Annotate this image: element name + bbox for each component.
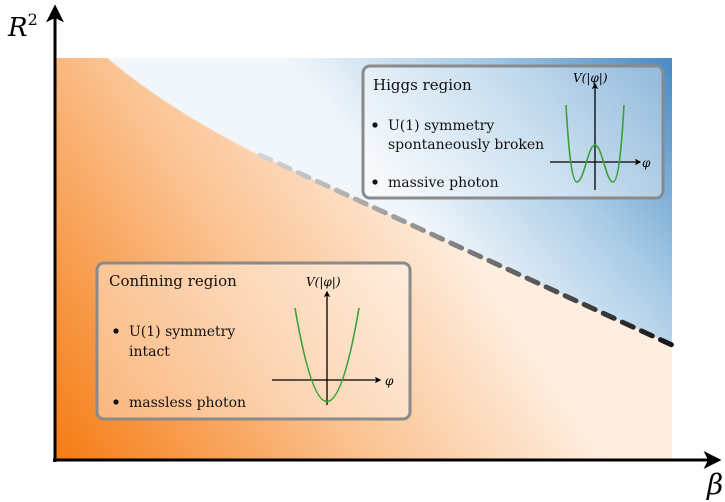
- higgs-region-area: [108, 58, 672, 345]
- higgs-potential-label: V(|φ|): [573, 71, 608, 85]
- bullet-dot: [113, 328, 119, 334]
- bullet-dot: [372, 122, 378, 128]
- phase-boundary-dashed: [257, 152, 675, 348]
- confining-potential-plot: V(|φ|) φ: [272, 275, 394, 405]
- confining-potential-label: V(|φ|): [306, 275, 341, 289]
- phase-boundary-solid: [107, 57, 261, 156]
- higgs-title: Higgs region: [373, 76, 472, 94]
- bullet-dot: [372, 179, 378, 185]
- higgs-bullet-1: U(1) symmetry spontaneously broken: [388, 118, 544, 153]
- confining-bullet-1: U(1) symmetry intact: [129, 324, 240, 360]
- confining-region-area: [55, 58, 672, 460]
- higgs-field-label: φ: [642, 156, 651, 170]
- confining-info-box: Confining region U(1) symmetry intact ma…: [95, 261, 412, 421]
- higgs-potential-plot: V(|φ|) φ: [550, 71, 651, 190]
- confining-field-label: φ: [385, 374, 394, 388]
- x-axis-label: β: [706, 468, 723, 501]
- y-axis-label: R2: [7, 10, 38, 43]
- parabolic-potential-curve: [294, 307, 360, 402]
- higgs-bullet-2: massive photon: [388, 175, 499, 191]
- mexican-hat-potential-curve: [565, 104, 625, 183]
- bullet-dot: [113, 399, 119, 405]
- higgs-info-box: Higgs region U(1) symmetry spontaneously…: [361, 64, 665, 200]
- confining-title: Confining region: [109, 272, 237, 290]
- confining-bullet-2: massless photon: [129, 395, 246, 411]
